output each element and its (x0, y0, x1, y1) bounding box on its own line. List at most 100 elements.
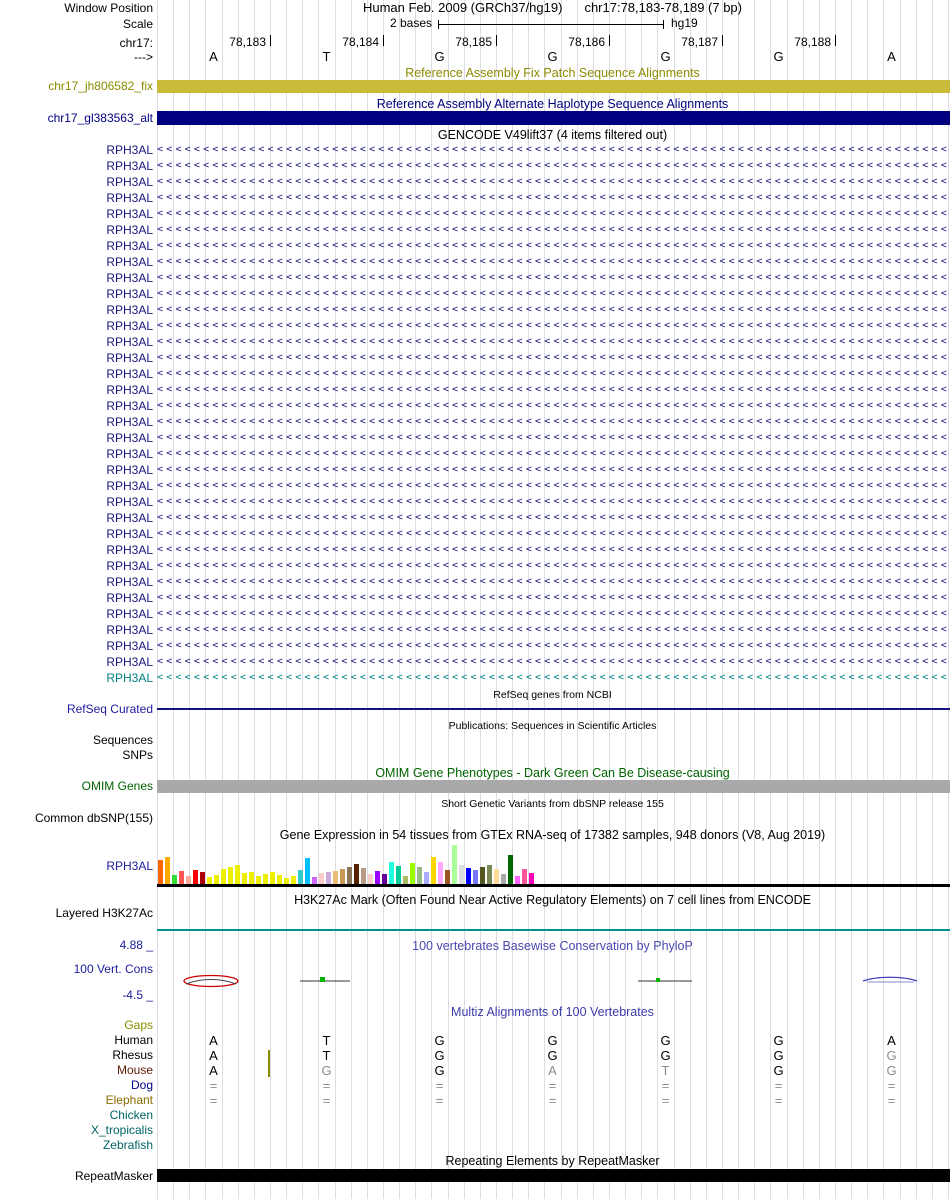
gtex-tissue-bar[interactable] (361, 868, 366, 884)
gencode-transcript-arrows[interactable]: <<<<<<<<<<<<<<<<<<<<<<<<<<<<<<<<<<<<<<<<… (157, 592, 948, 603)
gencode-transcript-label[interactable]: RPH3AL (106, 575, 153, 589)
gtex-tissue-bar[interactable] (221, 869, 226, 884)
gencode-transcript-arrows[interactable]: <<<<<<<<<<<<<<<<<<<<<<<<<<<<<<<<<<<<<<<<… (157, 672, 948, 683)
gencode-transcript-label[interactable]: RPH3AL (106, 175, 153, 189)
gencode-transcript-label[interactable]: RPH3AL (106, 287, 153, 301)
gtex-tissue-bar[interactable] (263, 874, 268, 884)
gtex-tissue-bar[interactable] (354, 864, 359, 884)
gencode-transcript-arrows[interactable]: <<<<<<<<<<<<<<<<<<<<<<<<<<<<<<<<<<<<<<<<… (157, 512, 948, 523)
gtex-tissue-bar[interactable] (193, 870, 198, 884)
gtex-gene-label[interactable]: RPH3AL (106, 859, 153, 873)
gencode-transcript-arrows[interactable]: <<<<<<<<<<<<<<<<<<<<<<<<<<<<<<<<<<<<<<<<… (157, 352, 948, 363)
gencode-transcript-label[interactable]: RPH3AL (106, 607, 153, 621)
gencode-transcript-arrows[interactable]: <<<<<<<<<<<<<<<<<<<<<<<<<<<<<<<<<<<<<<<<… (157, 576, 948, 587)
gtex-tissue-bar[interactable] (277, 875, 282, 884)
gtex-tissue-bar[interactable] (403, 876, 408, 884)
gencode-transcript-label[interactable]: RPH3AL (106, 239, 153, 253)
gencode-transcript-label[interactable]: RPH3AL (106, 335, 153, 349)
gencode-transcript-arrows[interactable]: <<<<<<<<<<<<<<<<<<<<<<<<<<<<<<<<<<<<<<<<… (157, 432, 948, 443)
gencode-transcript-label[interactable]: RPH3AL (106, 527, 153, 541)
refseq-item-line[interactable] (157, 708, 950, 710)
gtex-tissue-bar[interactable] (319, 873, 324, 884)
gencode-transcript-arrows[interactable]: <<<<<<<<<<<<<<<<<<<<<<<<<<<<<<<<<<<<<<<<… (157, 304, 948, 315)
fix-patch-bar[interactable] (157, 80, 950, 93)
gtex-tissue-bar[interactable] (417, 867, 422, 884)
gencode-transcript-arrows[interactable]: <<<<<<<<<<<<<<<<<<<<<<<<<<<<<<<<<<<<<<<<… (157, 272, 948, 283)
gtex-tissue-bar[interactable] (375, 871, 380, 884)
gtex-tissue-bar[interactable] (452, 845, 457, 884)
gtex-tissue-bar[interactable] (424, 872, 429, 884)
species-label[interactable]: Mouse (116, 1063, 153, 1077)
gencode-transcript-label[interactable]: RPH3AL (106, 367, 153, 381)
gencode-transcript-arrows[interactable]: <<<<<<<<<<<<<<<<<<<<<<<<<<<<<<<<<<<<<<<<… (157, 336, 948, 347)
alt-haplotype-bar[interactable] (157, 111, 950, 125)
gtex-tissue-bar[interactable] (242, 873, 247, 884)
gencode-transcript-label[interactable]: RPH3AL (106, 655, 153, 669)
gtex-tissue-bar[interactable] (347, 867, 352, 884)
gencode-transcript-label[interactable]: RPH3AL (106, 271, 153, 285)
gencode-transcript-label[interactable]: RPH3AL (106, 671, 153, 685)
gencode-transcript-arrows[interactable]: <<<<<<<<<<<<<<<<<<<<<<<<<<<<<<<<<<<<<<<<… (157, 384, 948, 395)
gencode-transcript-label[interactable]: RPH3AL (106, 399, 153, 413)
fix-patch-label[interactable]: chr17_jh806582_fix (48, 79, 153, 93)
gencode-transcript-label[interactable]: RPH3AL (106, 191, 153, 205)
gencode-transcript-label[interactable]: RPH3AL (106, 207, 153, 221)
repeatmasker-bar[interactable] (157, 1169, 950, 1182)
alt-haplotype-label[interactable]: chr17_gl383563_alt (47, 111, 153, 125)
gencode-transcript-arrows[interactable]: <<<<<<<<<<<<<<<<<<<<<<<<<<<<<<<<<<<<<<<<… (157, 240, 948, 251)
gtex-tissue-bar[interactable] (291, 876, 296, 884)
gencode-transcript-arrows[interactable]: <<<<<<<<<<<<<<<<<<<<<<<<<<<<<<<<<<<<<<<<… (157, 400, 948, 411)
gencode-transcript-arrows[interactable]: <<<<<<<<<<<<<<<<<<<<<<<<<<<<<<<<<<<<<<<<… (157, 288, 948, 299)
gencode-transcript-arrows[interactable]: <<<<<<<<<<<<<<<<<<<<<<<<<<<<<<<<<<<<<<<<… (157, 464, 948, 475)
gtex-tissue-bar[interactable] (466, 868, 471, 884)
gtex-tissue-bar[interactable] (438, 862, 443, 884)
gtex-tissue-bar[interactable] (431, 857, 436, 884)
species-label[interactable]: Zebrafish (102, 1138, 153, 1152)
gtex-tissue-bar[interactable] (179, 871, 184, 884)
gencode-transcript-label[interactable]: RPH3AL (106, 479, 153, 493)
gencode-transcript-arrows[interactable]: <<<<<<<<<<<<<<<<<<<<<<<<<<<<<<<<<<<<<<<<… (157, 192, 948, 203)
gtex-tissue-bar[interactable] (487, 865, 492, 884)
gencode-transcript-label[interactable]: RPH3AL (106, 543, 153, 557)
gencode-transcript-arrows[interactable]: <<<<<<<<<<<<<<<<<<<<<<<<<<<<<<<<<<<<<<<<… (157, 256, 948, 267)
species-label[interactable]: Rhesus (112, 1048, 153, 1062)
h3k27ac-label[interactable]: Layered H3K27Ac (55, 906, 153, 920)
gtex-tissue-bar[interactable] (235, 865, 240, 884)
gencode-transcript-arrows[interactable]: <<<<<<<<<<<<<<<<<<<<<<<<<<<<<<<<<<<<<<<<… (157, 176, 948, 187)
sequences-label[interactable]: Sequences (92, 733, 153, 747)
gtex-tissue-bar[interactable] (445, 870, 450, 884)
gtex-tissue-bar[interactable] (270, 872, 275, 884)
gtex-tissue-bar[interactable] (284, 878, 289, 884)
gencode-transcript-arrows[interactable]: <<<<<<<<<<<<<<<<<<<<<<<<<<<<<<<<<<<<<<<<… (157, 416, 948, 427)
gtex-tissue-bar[interactable] (186, 876, 191, 884)
gencode-transcript-label[interactable]: RPH3AL (106, 495, 153, 509)
gencode-transcript-label[interactable]: RPH3AL (106, 303, 153, 317)
gtex-tissue-bar[interactable] (473, 870, 478, 884)
gencode-transcript-label[interactable]: RPH3AL (106, 143, 153, 157)
gtex-tissue-bar[interactable] (522, 869, 527, 884)
repeatmasker-label[interactable]: RepeatMasker (74, 1169, 153, 1183)
gtex-tissue-bar[interactable] (312, 877, 317, 884)
gencode-transcript-label[interactable]: RPH3AL (106, 223, 153, 237)
gtex-tissue-bar[interactable] (249, 872, 254, 884)
gencode-transcript-arrows[interactable]: <<<<<<<<<<<<<<<<<<<<<<<<<<<<<<<<<<<<<<<<… (157, 656, 948, 667)
gencode-transcript-arrows[interactable]: <<<<<<<<<<<<<<<<<<<<<<<<<<<<<<<<<<<<<<<<… (157, 160, 948, 171)
gencode-transcript-arrows[interactable]: <<<<<<<<<<<<<<<<<<<<<<<<<<<<<<<<<<<<<<<<… (157, 208, 948, 219)
gtex-tissue-bar[interactable] (333, 871, 338, 884)
gencode-transcript-arrows[interactable]: <<<<<<<<<<<<<<<<<<<<<<<<<<<<<<<<<<<<<<<<… (157, 528, 948, 539)
species-label[interactable]: Chicken (109, 1108, 153, 1122)
gencode-transcript-arrows[interactable]: <<<<<<<<<<<<<<<<<<<<<<<<<<<<<<<<<<<<<<<<… (157, 224, 948, 235)
snps-label[interactable]: SNPs (122, 748, 153, 762)
gtex-tissue-bar[interactable] (501, 874, 506, 884)
gtex-tissue-bar[interactable] (389, 862, 394, 884)
gencode-transcript-label[interactable]: RPH3AL (106, 591, 153, 605)
gencode-transcript-arrows[interactable]: <<<<<<<<<<<<<<<<<<<<<<<<<<<<<<<<<<<<<<<<… (157, 608, 948, 619)
gencode-transcript-label[interactable]: RPH3AL (106, 383, 153, 397)
gtex-tissue-bar[interactable] (298, 870, 303, 884)
dbsnp-label[interactable]: Common dbSNP(155) (34, 811, 153, 825)
gtex-tissue-bar[interactable] (228, 867, 233, 884)
species-label[interactable]: Dog (130, 1078, 153, 1092)
gtex-tissue-bar[interactable] (382, 874, 387, 884)
omim-bar[interactable] (157, 780, 950, 793)
gtex-tissue-bar[interactable] (256, 876, 261, 884)
